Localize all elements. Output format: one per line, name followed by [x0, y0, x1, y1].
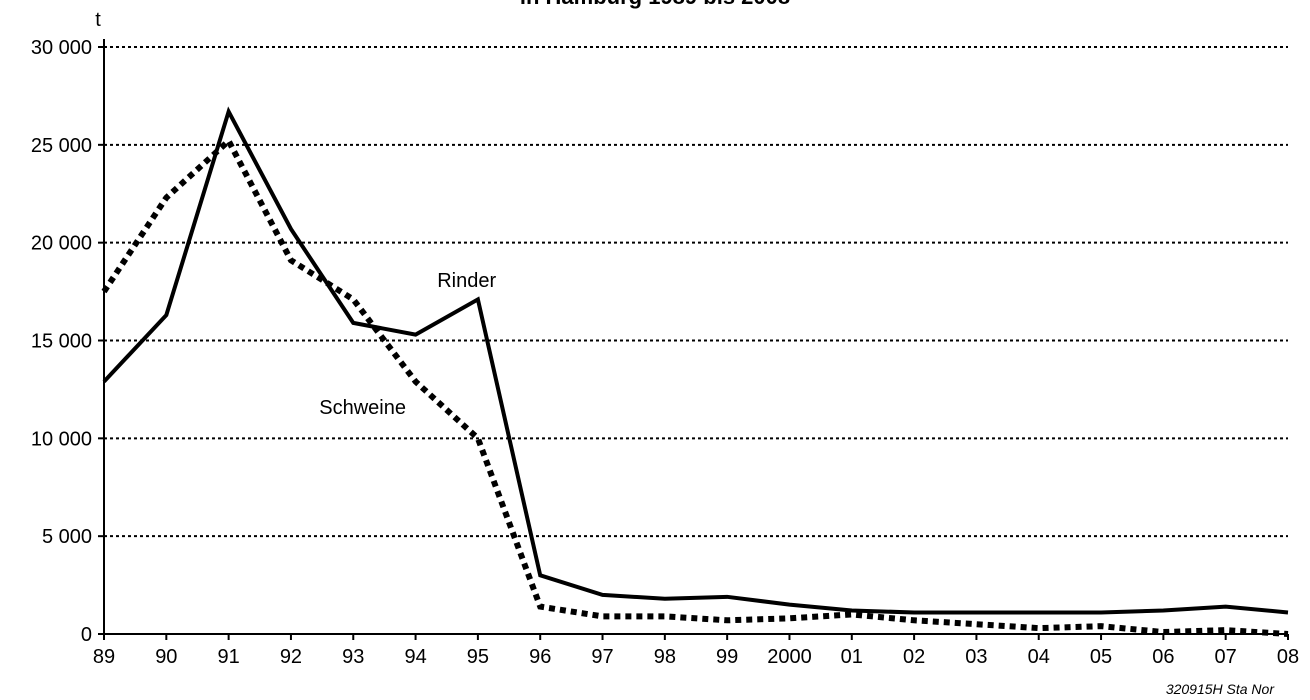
x-tick-label: 91 — [218, 646, 240, 668]
x-tick-label: 89 — [93, 646, 115, 668]
series-line-schweine — [101, 136, 1289, 637]
x-tick-label: 05 — [1090, 646, 1112, 668]
x-tick-label: 07 — [1215, 646, 1237, 668]
y-tick-label: 25 000 — [31, 135, 92, 157]
chart-title: in Hamburg 1989 bis 2008 — [0, 0, 1310, 10]
series-line-rinder — [102, 106, 1289, 615]
grid-lines — [104, 46, 1288, 538]
x-tick-label: 95 — [467, 646, 489, 668]
x-tick-label: 92 — [280, 646, 302, 668]
x-tick-label: 96 — [529, 646, 551, 668]
y-axis-unit: t — [95, 9, 101, 31]
axes — [98, 39, 1289, 640]
y-tick-label: 20 000 — [31, 233, 92, 255]
x-tick-label: 94 — [404, 646, 426, 668]
x-tick-label: 06 — [1152, 646, 1174, 668]
y-tick-label: 10 000 — [31, 428, 92, 450]
x-tick-label: 01 — [841, 646, 863, 668]
x-tick-label: 02 — [903, 646, 925, 668]
series-lines — [101, 106, 1289, 637]
y-tick-label: 5 000 — [42, 526, 92, 548]
x-tick-label: 99 — [716, 646, 738, 668]
source-note: 320915H Sta Nor — [1166, 681, 1276, 697]
x-tick-label: 97 — [591, 646, 613, 668]
x-tick-label: 93 — [342, 646, 364, 668]
y-tick-label: 15 000 — [31, 331, 92, 353]
x-tick-label: 08 — [1277, 646, 1299, 668]
x-tick-label: 04 — [1028, 646, 1050, 668]
x-tick-label: 2000 — [767, 646, 812, 668]
x-tick-label: 90 — [155, 646, 177, 668]
series-label-rinder: Rinder — [437, 270, 496, 292]
series-label-schweine: Schweine — [319, 397, 406, 419]
x-tick-label: 98 — [654, 646, 676, 668]
y-tick-label: 0 — [81, 624, 92, 646]
y-tick-label: 30 000 — [31, 37, 92, 59]
x-tick-label: 03 — [965, 646, 987, 668]
